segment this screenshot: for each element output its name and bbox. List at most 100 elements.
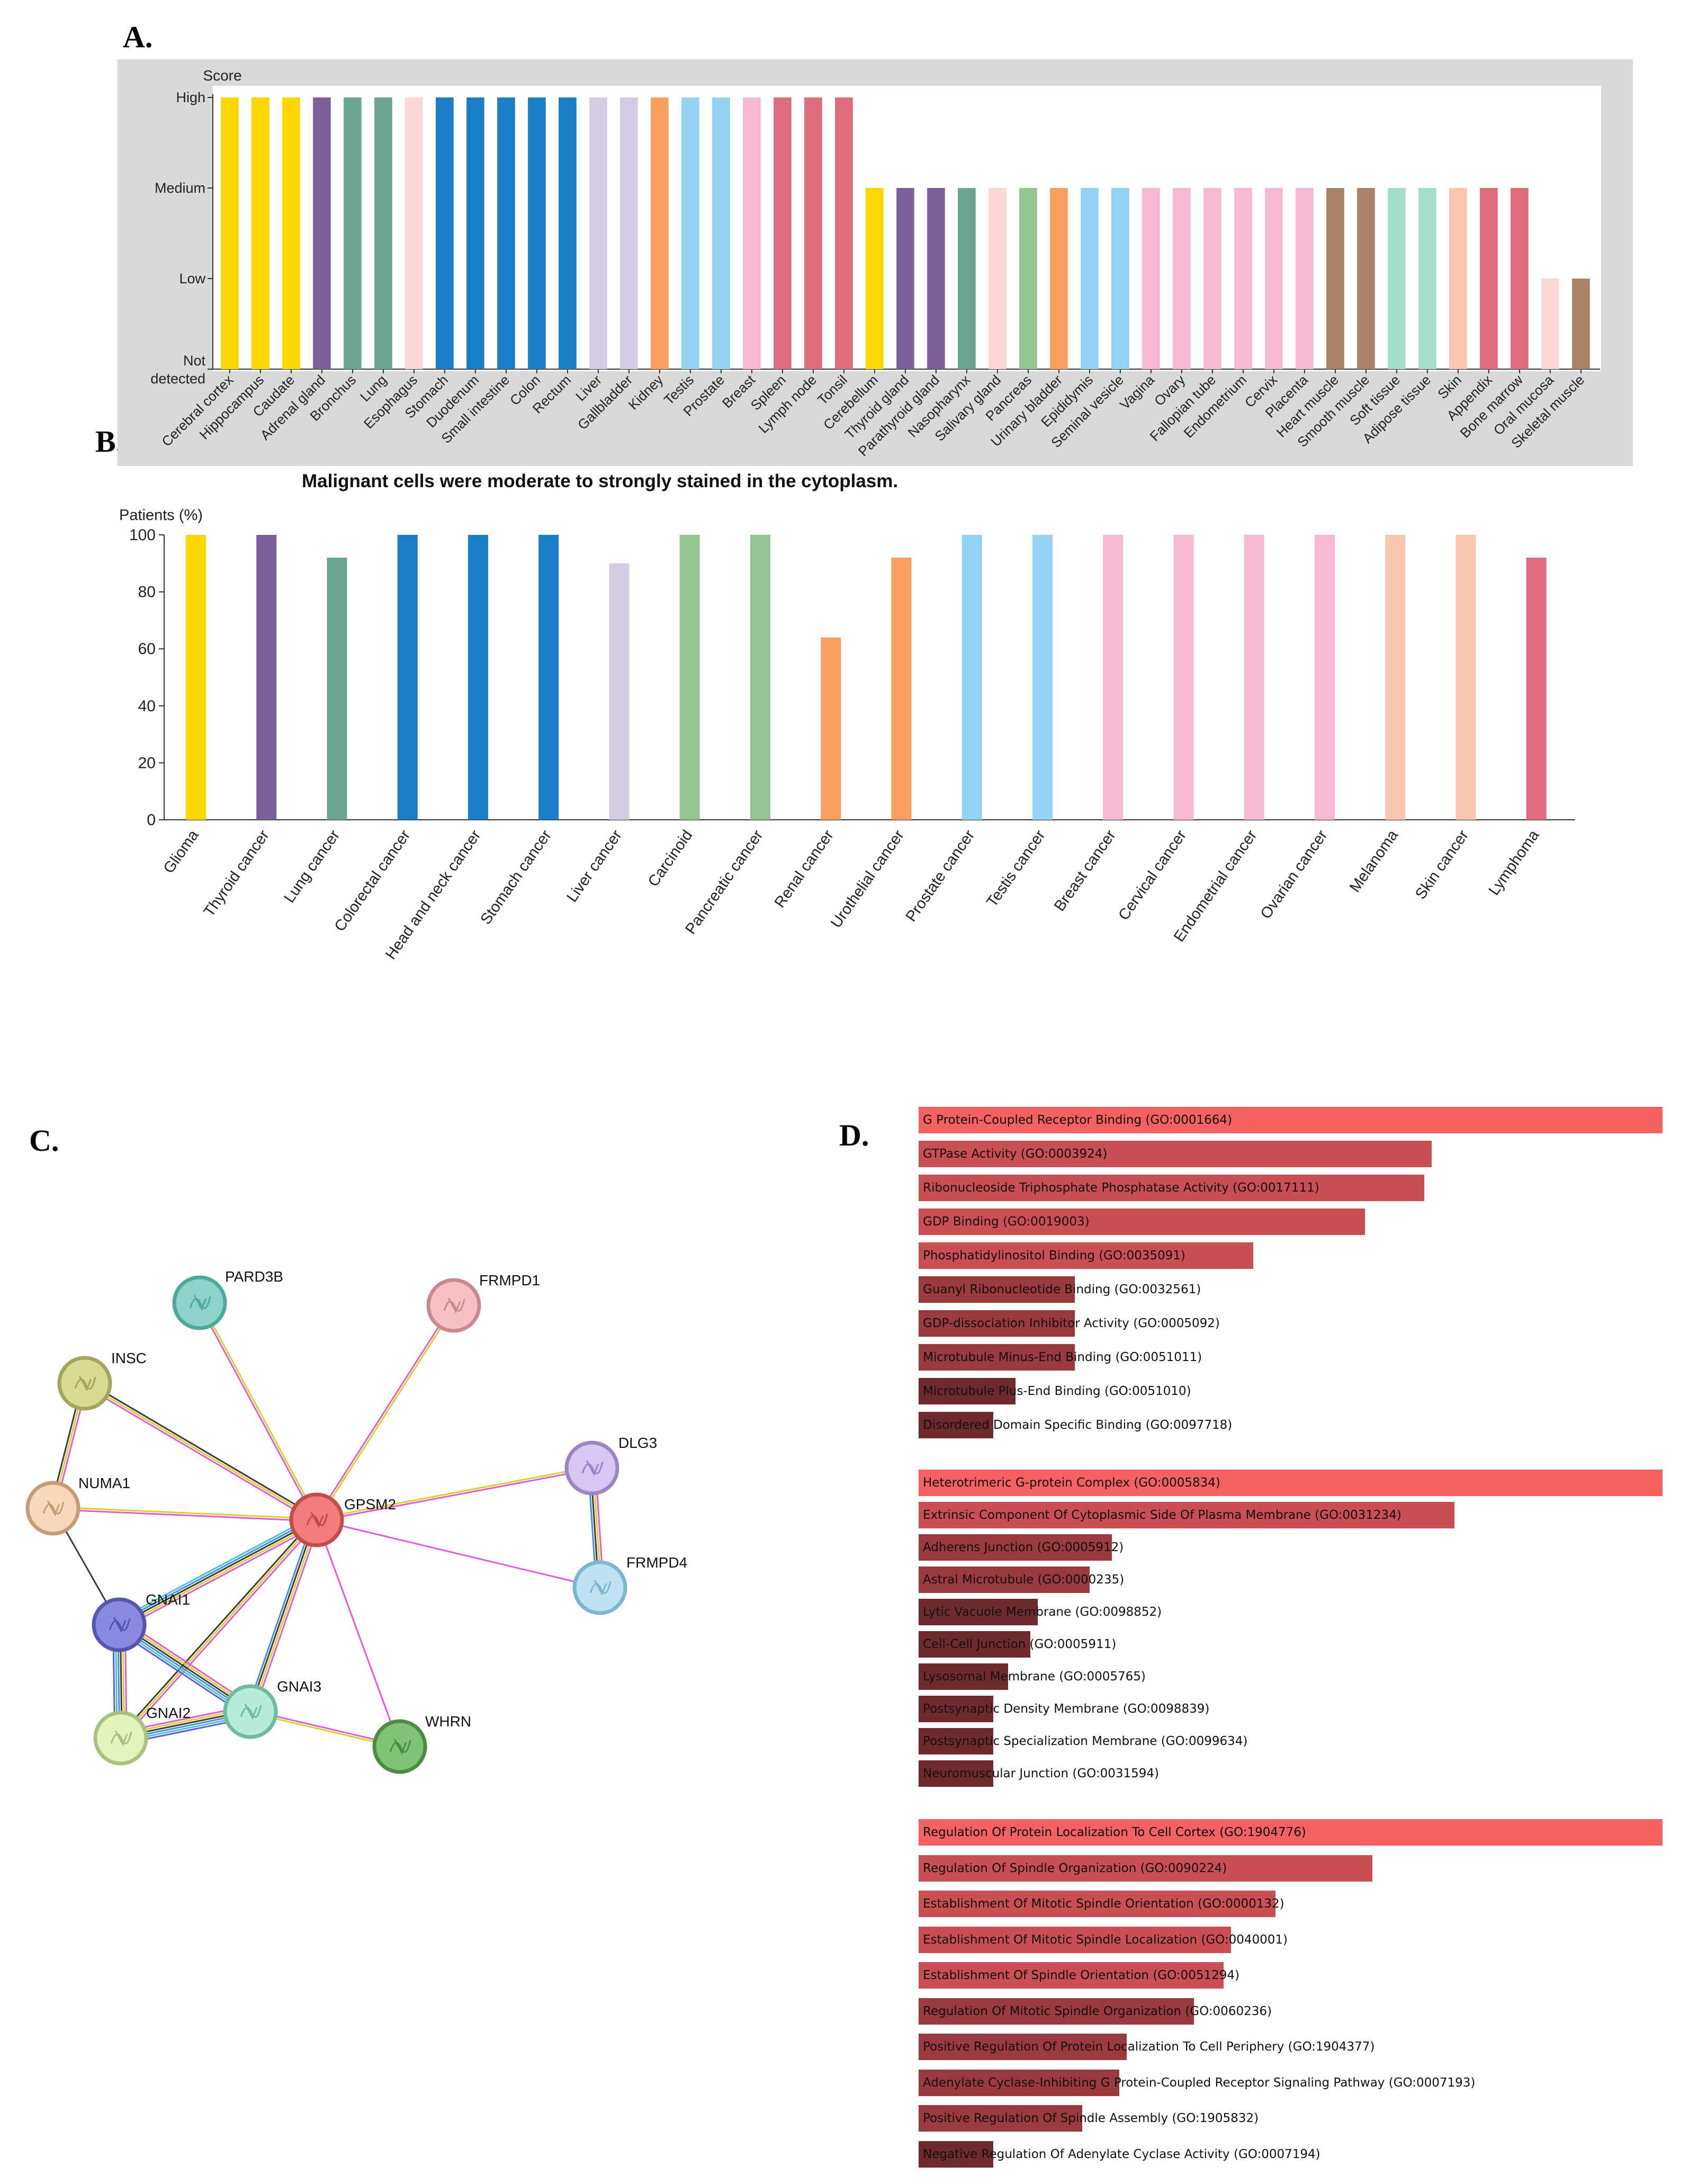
go-term-row: Lytic Vacuole Membrane (GO:0098852) (919, 1599, 1663, 1625)
go-term-row: Cell-Cell Junction (GO:0005911) (919, 1631, 1663, 1658)
go-term-label: G Protein-Coupled Receptor Binding (GO:0… (923, 1113, 1233, 1127)
go-term-bar (919, 1819, 1663, 1846)
bar (866, 188, 884, 369)
go-term-row: Postsynaptic Density Membrane (GO:009883… (919, 1696, 1663, 1722)
go-term-label: Establishment Of Mitotic Spindle Localiz… (923, 1932, 1288, 1947)
bar (221, 97, 239, 369)
go-term-label: Negative Regulation Of Adenylate Cyclase… (923, 2147, 1320, 2161)
protein-structure-icon (42, 1500, 65, 1517)
go-term-bar (919, 1567, 1090, 1593)
bar (1357, 188, 1375, 369)
bar (1572, 279, 1590, 369)
protein-structure-icon (306, 1512, 328, 1528)
bar (405, 97, 423, 369)
y-tick-label: 40 (138, 697, 156, 715)
interaction-edge (118, 1517, 316, 1737)
go-term-row: Establishment Of Spindle Orientation (GO… (919, 1962, 1663, 1989)
y-tick-label: Low (179, 271, 205, 287)
interaction-edge (200, 1302, 319, 1520)
panel-label-a: A. (123, 20, 153, 54)
x-tick-label: Liver cancer (563, 827, 625, 905)
go-term-row: Establishment Of Mitotic Spindle Localiz… (919, 1926, 1663, 1953)
bar (989, 188, 1007, 369)
bar (1418, 188, 1436, 369)
protein-network: PARD3B FRMPD1 INSC DLG3 NUMA1 GPSM2 FRMPD4 GNAI… (25, 1268, 687, 1774)
panel-c-interaction-network: PARD3B FRMPD1 INSC DLG3 NUMA1 GPSM2 FRMPD4 GNAI… (16, 1239, 720, 1822)
go-term-row: Guanyl Ribonucleotide Binding (GO:003256… (919, 1276, 1663, 1303)
bar (1385, 535, 1406, 820)
bar (1511, 188, 1529, 369)
go-term-row: Regulation Of Protein Localization To Ce… (919, 1819, 1663, 1846)
bar (891, 558, 912, 820)
go-term-label: Establishment Of Spindle Orientation (GO… (923, 1968, 1239, 1982)
go-term-label: Ribonucleoside Triphosphate Phosphatase … (923, 1181, 1319, 1195)
go-term-bar (919, 2105, 1083, 2132)
bar (528, 97, 546, 369)
x-tick-label: Skin cancer (1412, 827, 1472, 902)
y-tick-label: Medium (155, 180, 205, 196)
protein-structure-icon (589, 1580, 612, 1596)
interaction-edge (316, 1466, 592, 1520)
panel-b-cancer-chart: Malignant cells were moderate to strongl… (101, 466, 1636, 974)
go-term-label: GDP Binding (GO:0019003) (923, 1215, 1090, 1229)
go-term-bar (919, 1470, 1663, 1496)
go-term-label: Microtubule Minus-End Binding (GO:005101… (923, 1350, 1202, 1364)
y-axis-label: Score (203, 67, 241, 84)
x-tick-label: Lung cancer (281, 827, 343, 906)
go-term-row: Lysosomal Membrane (GO:0005765) (919, 1663, 1663, 1690)
interaction-edge (250, 1520, 319, 1713)
bar (620, 97, 638, 369)
go-term-bar (919, 1631, 1030, 1658)
x-tick-label: Breast cancer (1051, 827, 1119, 914)
bar (374, 97, 392, 369)
go-term-bar (919, 1502, 1454, 1528)
interaction-edge (119, 1519, 317, 1626)
y-tick-label: 80 (138, 584, 156, 601)
bar (1081, 188, 1099, 369)
interaction-edge (85, 1380, 319, 1519)
go-term-row: Microtubule Minus-End Binding (GO:005101… (919, 1344, 1663, 1371)
interaction-edge (52, 1508, 317, 1522)
interaction-edge (84, 1382, 317, 1521)
protein-label: FRMPD1 (479, 1272, 540, 1288)
panel-label-c: C. (29, 1123, 59, 1158)
interaction-edge (53, 1506, 317, 1520)
go-term-label: Guanyl Ribonucleotide Binding (GO:003256… (923, 1283, 1201, 1296)
bar (1173, 188, 1191, 369)
x-tick-label: Testis cancer (983, 827, 1048, 910)
bar (327, 558, 347, 820)
x-tick-label: Stomach cancer (478, 827, 555, 927)
bar (804, 97, 822, 369)
x-tick-label: Colorectal cancer (331, 827, 414, 934)
bar (679, 535, 700, 820)
go-term-row: GDP-dissociation Inhibitor Activity (GO:… (919, 1310, 1663, 1337)
x-tick-label: Renal cancer (771, 827, 837, 911)
go-term-row: Microtubule Plus-End Binding (GO:0051010… (919, 1378, 1663, 1404)
protein-label: DLG3 (618, 1435, 657, 1451)
interaction-edge (253, 1520, 321, 1713)
x-tick-label: Lymphoma (1486, 827, 1543, 899)
go-term-bar (919, 1310, 1075, 1337)
bar (774, 97, 792, 369)
go-term-row: Positive Regulation Of Spindle Assembly … (919, 2105, 1663, 2132)
interaction-edge (83, 1384, 316, 1523)
y-tick-label: High (176, 89, 205, 105)
interaction-edge (118, 1517, 316, 1624)
bar (958, 188, 976, 369)
panel-d-go-enrichment: G Protein-Coupled Receptor Binding (GO:0… (919, 1107, 1681, 2168)
protein-structure-icon (110, 1730, 132, 1747)
go-term-bar (919, 1344, 1075, 1371)
go-term-label: Disordered Domain Specific Binding (GO:0… (923, 1418, 1233, 1432)
interaction-edge (316, 1519, 401, 1747)
bar (538, 535, 559, 820)
go-term-label: Positive Regulation Of Protein Localizat… (923, 2040, 1375, 2054)
bar (743, 97, 761, 369)
go-term-label: Lytic Vacuole Membrane (GO:0098852) (923, 1605, 1162, 1619)
protein-structure-icon (240, 1704, 262, 1720)
go-term-label: Adenylate Cyclase-Inhibiting G Protein-C… (923, 2075, 1476, 2090)
go-term-bar (919, 1891, 1276, 1917)
y-axis-label: Patients (%) (119, 507, 203, 524)
bar (313, 97, 331, 369)
protein-structure-icon (74, 1375, 96, 1392)
